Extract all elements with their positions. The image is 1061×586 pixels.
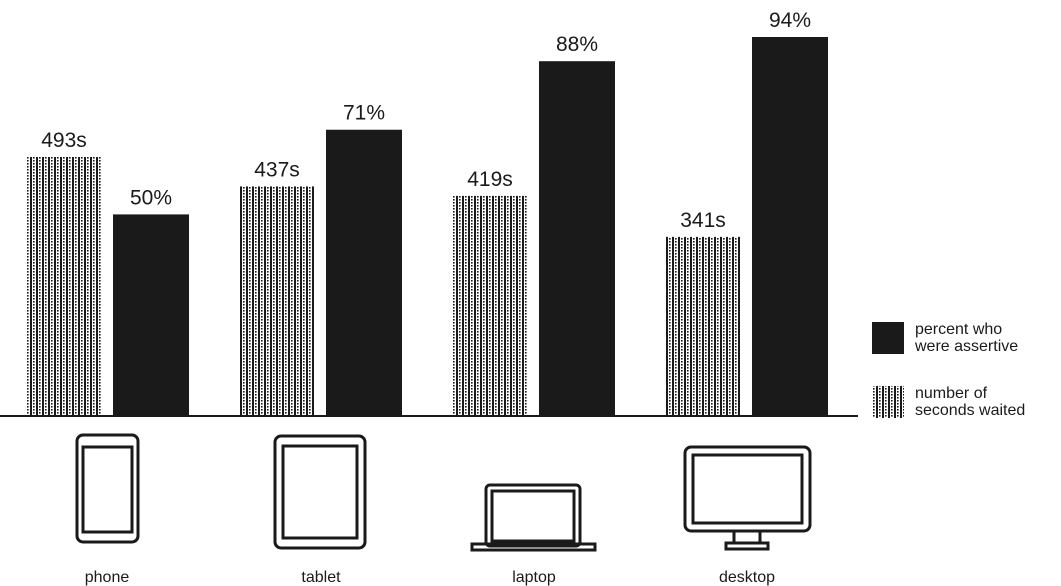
- phone-icon: [75, 433, 140, 544]
- data-label-seconds-phone: 493s: [41, 129, 87, 152]
- category-label-phone: phone: [85, 569, 130, 586]
- data-label-percent-phone: 50%: [130, 186, 172, 209]
- legend-label-percent-line1: percent who: [915, 321, 1002, 338]
- data-label-percent-laptop: 88%: [556, 33, 598, 56]
- category-label-tablet: tablet: [301, 569, 341, 586]
- value-labels-group: 493s 50% 437s 71% 419s 88% 341s 94%: [41, 9, 811, 232]
- legend: percent who were assertive number of sec…: [872, 321, 1025, 419]
- category-label-laptop: laptop: [512, 569, 556, 586]
- category-label-desktop: desktop: [719, 569, 775, 586]
- legend-label-percent-line2: were assertive: [914, 338, 1018, 355]
- legend-item-percent: percent who were assertive: [872, 321, 1018, 355]
- bar-seconds-desktop: [665, 236, 741, 416]
- data-label-seconds-tablet: 437s: [254, 158, 300, 181]
- laptop-icon: [470, 483, 597, 552]
- bar-percent-phone: [113, 214, 189, 416]
- bar-percent-tablet: [326, 129, 402, 416]
- legend-label-seconds-line1: number of: [915, 385, 988, 402]
- data-label-seconds-desktop: 341s: [680, 209, 726, 232]
- legend-label-seconds-line2: seconds waited: [915, 402, 1025, 419]
- legend-swatch-seconds: [872, 386, 904, 418]
- data-label-seconds-laptop: 419s: [467, 168, 513, 191]
- data-label-percent-tablet: 71%: [343, 102, 385, 125]
- legend-swatch-percent: [872, 322, 904, 354]
- bar-seconds-tablet: [239, 186, 315, 416]
- bar-seconds-phone: [26, 157, 102, 416]
- legend-item-seconds: number of seconds waited: [872, 385, 1025, 419]
- data-label-percent-desktop: 94%: [769, 9, 811, 32]
- bars-group: [26, 37, 828, 416]
- bar-percent-desktop: [752, 37, 828, 416]
- bar-seconds-laptop: [452, 195, 528, 416]
- tablet-icon: [273, 434, 367, 550]
- bar-percent-laptop: [539, 61, 615, 416]
- desktop-icon: [683, 445, 812, 551]
